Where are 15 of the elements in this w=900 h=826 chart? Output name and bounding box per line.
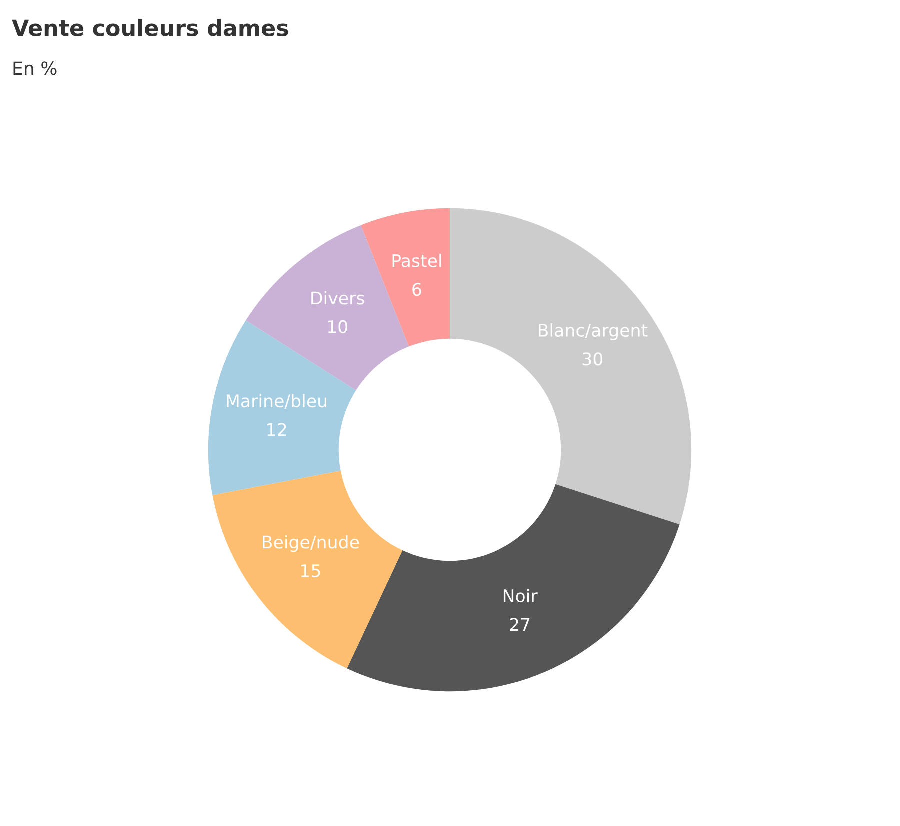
data-label: 6 [412,283,422,296]
slice-label: Beige/nude [263,535,360,552]
donut-slice [450,208,692,525]
donut-slice [208,320,356,496]
chart-title: Vente couleurs dames [12,19,288,36]
data-label: 10 [328,320,348,334]
donut-slice [212,470,403,669]
slice-label: Divers [312,291,364,305]
text: En % [14,62,57,76]
slice-label: Noir [504,589,538,603]
data-label: 27 [510,618,530,631]
slice-label: Pastel [392,254,442,268]
data-label: 12 [268,423,286,436]
data-label: 15 [302,564,320,578]
slice-label: Marine/bleu [227,394,326,410]
